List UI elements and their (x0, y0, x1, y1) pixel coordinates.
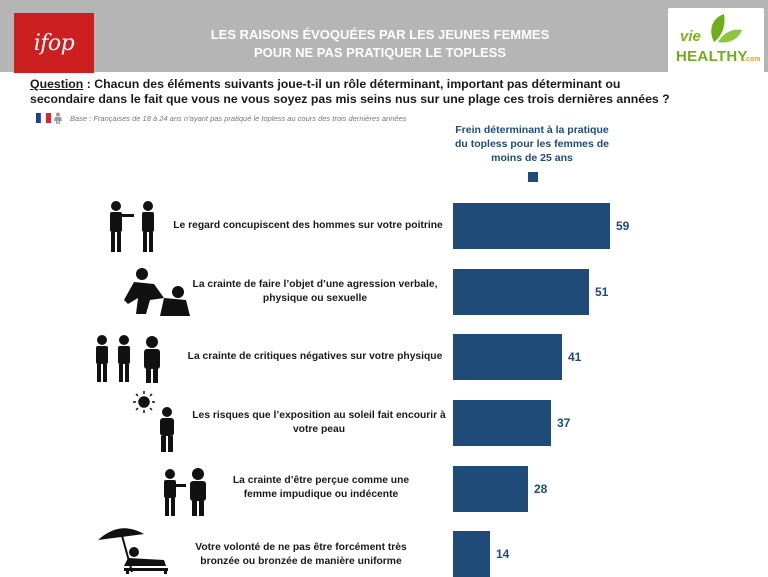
bar-value-label-2: 51 (595, 285, 609, 299)
bar-value-label-5: 28 (534, 482, 548, 496)
bar-6 (453, 531, 490, 577)
bar-2 (453, 269, 589, 315)
bar-5 (453, 466, 528, 512)
logo-vie: vie (680, 28, 701, 45)
question-label: Question (30, 77, 84, 91)
aggression-icon (124, 268, 190, 316)
header-band (0, 0, 768, 72)
bar-1 (453, 203, 610, 249)
page-title: LES RAISONS ÉVOQUÉES PAR LES JEUNES FEMM… (160, 26, 600, 62)
base-text: Base : Françaises de 18 à 24 ans n’ayant… (70, 113, 407, 123)
men-staring-icon (110, 201, 154, 252)
base-row: Base : Françaises de 18 à 24 ans n’ayant… (36, 112, 406, 124)
title-line-1: LES RAISONS ÉVOQUÉES PAR LES JEUNES FEMM… (210, 27, 550, 42)
bar-value-label-4: 37 (557, 416, 571, 430)
france-flag-woman-icon (36, 112, 62, 124)
ifop-logo-text: ifop (33, 30, 75, 56)
bar-value-label-3: 41 (568, 350, 582, 364)
category-label-5: La crainte d’être perçue comme une femme… (232, 475, 410, 500)
question-text: Question : Chacun des éléments suivants … (30, 77, 678, 107)
leaf-icon (711, 14, 742, 43)
title-line-2: POUR NE PAS PRATIQUER LE TOPLESS (253, 45, 507, 60)
legend-series-name: Frein déterminant à la pratique du tople… (454, 124, 610, 164)
question-body: : Chacun des éléments suivants joue-t-il… (30, 77, 670, 106)
viehealthy-logo: vie HEALTHY .com (668, 8, 764, 76)
bar-3 (453, 334, 562, 380)
bar-value-label-1: 59 (616, 219, 630, 233)
category-label-6: Votre volonté de ne pas être forcément t… (195, 542, 407, 567)
logo-com: .com (744, 56, 761, 63)
bar-4 (453, 400, 551, 446)
ifop-logo: ifop (14, 13, 94, 73)
criticism-icon (96, 335, 160, 383)
category-label-1: Le regard concupiscent des hommes sur vo… (173, 220, 443, 231)
sunbathing-icon (98, 528, 168, 574)
legend-swatch (528, 172, 538, 182)
category-label-2: La crainte de faire l’objet d’une agress… (192, 279, 438, 304)
category-label-4: Les risques que l’exposition au soleil f… (192, 410, 446, 435)
sun-icon (133, 391, 155, 413)
judging-icon (164, 468, 206, 516)
category-label-3: La crainte de critiques négatives sur vo… (187, 351, 443, 362)
logo-healthy: HEALTHY (676, 48, 748, 65)
person-in-sun-icon (160, 407, 174, 452)
bar-value-label-6: 14 (496, 547, 510, 561)
